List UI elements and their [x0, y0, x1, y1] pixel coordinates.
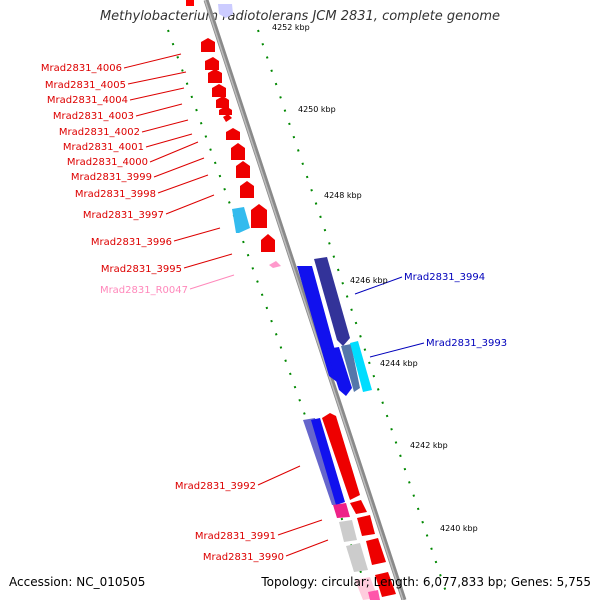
gene-arrow-grey-blue[interactable]: [341, 344, 360, 392]
gene-arrow-top[interactable]: [218, 4, 233, 18]
gene-arrow-cyan[interactable]: [350, 341, 372, 392]
outer-dotted-ring: [257, 29, 449, 599]
gene-label: Mrad2831_3990: [203, 552, 284, 563]
gene-arrow[interactable]: [261, 234, 275, 252]
gene-arrow[interactable]: [219, 106, 232, 115]
right-strand-genes: [297, 257, 372, 396]
genome-backbone-highlight: [204, 0, 404, 600]
gene-arrow[interactable]: [236, 161, 250, 178]
gene-top-left[interactable]: [186, 0, 194, 6]
gene-label: Mrad2831_3993: [426, 338, 507, 349]
gene-label: Mrad2831_3991: [195, 531, 276, 542]
gene-arrow-grey[interactable]: [346, 543, 368, 572]
gene-arrow[interactable]: [375, 572, 396, 597]
gene-label: Mrad2831_3998: [75, 189, 156, 200]
kbp-tick-label: 4240 kbp: [440, 524, 478, 533]
gene-label: Mrad2831_3994: [404, 272, 485, 283]
gene-arrow[interactable]: [350, 500, 367, 514]
gene-arrow[interactable]: [226, 128, 240, 140]
kbp-tick-label: 4250 kbp: [298, 105, 336, 114]
gene-label: Mrad2831_4000: [67, 157, 148, 168]
gene-arrow[interactable]: [322, 413, 360, 500]
gene-arrow-magenta[interactable]: [333, 503, 350, 518]
gene-labels-left: Mrad2831_4006 Mrad2831_4005 Mrad2831_4004 M…: [41, 63, 284, 563]
gene-label: Mrad2831_3996: [91, 237, 172, 248]
gene-label: Mrad2831_R0047: [100, 285, 188, 296]
gene-label: Mrad2831_4003: [53, 111, 134, 122]
kbp-tick-label: 4246 kbp: [350, 276, 388, 285]
gene-labels-right: Mrad2831_3994 Mrad2831_3993: [404, 272, 507, 349]
gene-arrow[interactable]: [208, 69, 222, 83]
leader-line-pink: [189, 274, 235, 290]
gene-arrow-grey[interactable]: [339, 520, 357, 542]
kbp-tick-label: 4252 kbp: [272, 23, 310, 32]
kbp-tick-labels: 4252 kbp 4250 kbp 4248 kbp 4246 kbp 4244 kbp…: [272, 23, 478, 533]
gene-arrow[interactable]: [231, 143, 245, 160]
topology-text: Topology: circular; Length: 6,077,833 bp…: [261, 575, 591, 589]
gene-arrow[interactable]: [223, 114, 232, 122]
left-leader-lines: [123, 53, 329, 557]
kbp-tick-label: 4242 kbp: [410, 441, 448, 450]
gene-label: Mrad2831_4002: [59, 127, 140, 138]
lower-genes: [303, 413, 396, 600]
kbp-tick-label: 4248 kbp: [324, 191, 362, 200]
gene-arrow[interactable]: [205, 57, 219, 70]
left-strand-genes: [201, 38, 281, 268]
gene-arrow[interactable]: [357, 515, 375, 536]
gene-arrow[interactable]: [251, 204, 267, 228]
gene-arrow-blue[interactable]: [311, 418, 345, 505]
gene-label: Mrad2831_4004: [47, 95, 128, 106]
gene-arrow-blue[interactable]: [326, 347, 352, 396]
gene-arrow-cyan[interactable]: [232, 207, 250, 233]
gene-label: Mrad2831_4001: [63, 142, 144, 153]
gene-label: Mrad2831_4006: [41, 63, 122, 74]
gene-arrow-magenta[interactable]: [368, 590, 380, 600]
gene-arrow-pink[interactable]: [269, 261, 281, 268]
gene-label: Mrad2831_3997: [83, 210, 164, 221]
gene-arrow[interactable]: [240, 181, 254, 198]
gene-label: Mrad2831_4005: [45, 80, 126, 91]
kbp-tick-label: 4244 kbp: [380, 359, 418, 368]
gene-arrow[interactable]: [216, 96, 229, 108]
gene-label: Mrad2831_3999: [71, 172, 152, 183]
gene-arrow-navy[interactable]: [314, 257, 350, 346]
gene-label: Mrad2831_3995: [101, 264, 182, 275]
accession-text: Accession: NC_010505: [9, 575, 146, 589]
gene-arrow[interactable]: [201, 38, 215, 52]
genome-backbone: [203, 0, 407, 600]
gene-arrow[interactable]: [212, 84, 226, 97]
map-title: Methylobacterium radiotolerans JCM 2831,…: [99, 9, 501, 24]
gene-arrow[interactable]: [366, 538, 386, 565]
gene-label: Mrad2831_3992: [175, 481, 256, 492]
right-leader-lines: [354, 276, 425, 358]
